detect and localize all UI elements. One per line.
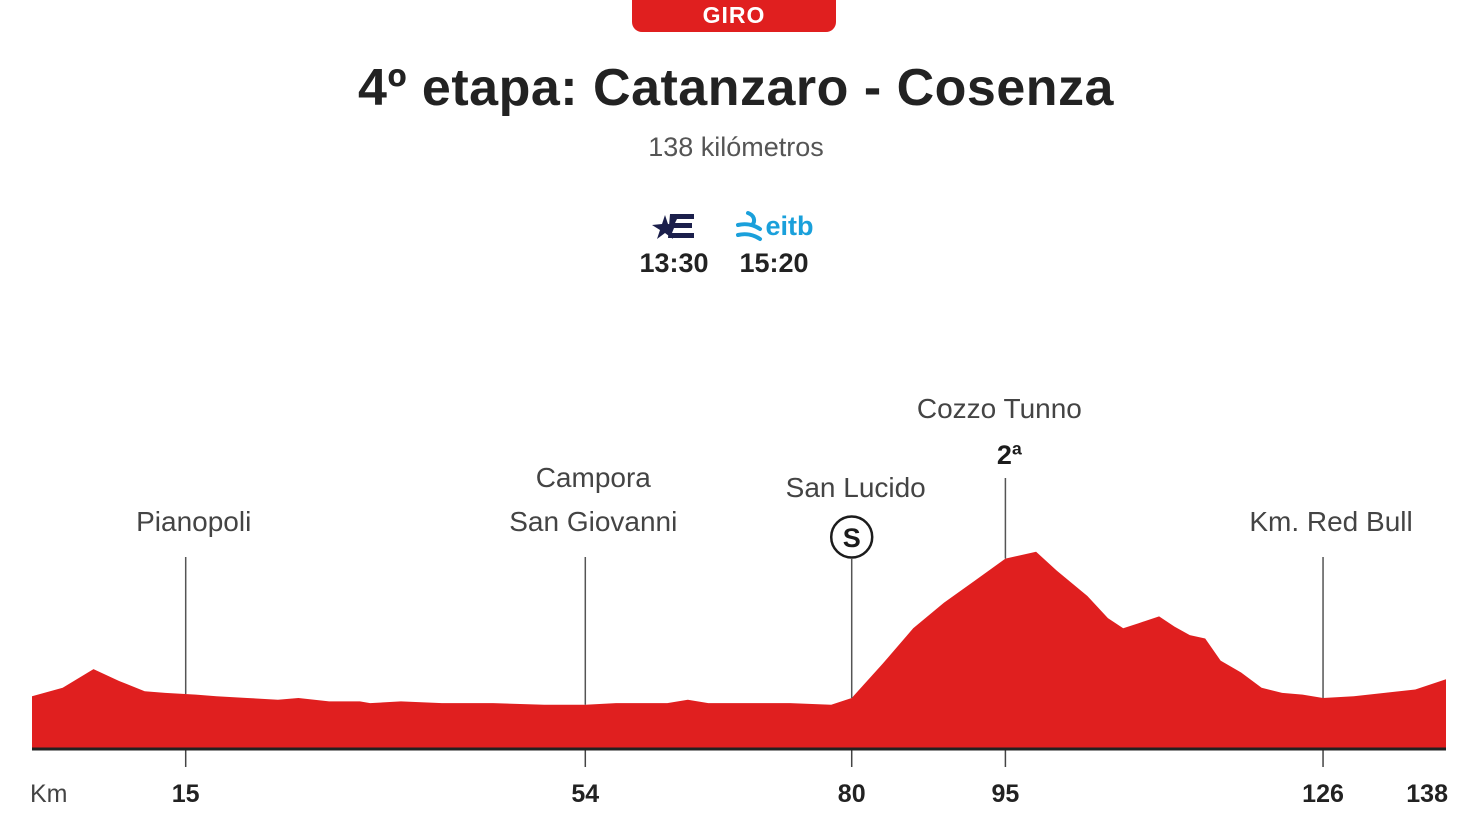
point-label: San Giovanni [509, 506, 677, 537]
profile-point: 2ª Cozzo Tunno [917, 393, 1082, 559]
stage-distance: 138 kilómetros [648, 132, 824, 162]
tick-label: 15 [172, 780, 200, 808]
tick-label: 54 [571, 780, 599, 808]
tick-label: 80 [838, 780, 866, 808]
profile-point: S San Lucido [786, 472, 926, 698]
elevation-area [32, 551, 1446, 751]
tick-label: 95 [991, 780, 1019, 808]
elevation-profile [32, 551, 1446, 749]
km-ticks [184, 749, 1324, 767]
profile-point: Pianopoli [136, 506, 251, 695]
race-badge: GIRO [632, 0, 836, 32]
tick-label: 138 [1406, 780, 1448, 808]
race-badge-label: GIRO [702, 1, 766, 28]
point-label: Cozzo Tunno [917, 393, 1082, 424]
profile-point: Campora San Giovanni [509, 462, 677, 705]
eurosport-e-icon [619, 206, 729, 246]
point-label: Campora [536, 462, 652, 493]
page-title: 4º etapa: Catanzaro - Cosenza [358, 59, 1114, 117]
broadcast-time: 13:30 [639, 248, 709, 278]
km-axis: Km 15 54 80 95 126 138 [30, 780, 1448, 808]
sprint-marker-icon [829, 515, 874, 559]
profile-point: Km. Red Bull [1249, 506, 1413, 698]
point-label: Pianopoli [136, 506, 251, 537]
broadcast-eitb: eitb 15:20 [719, 206, 829, 279]
broadcast-time: 15:20 [739, 248, 809, 278]
point-label: Km. Red Bull [1249, 506, 1412, 537]
tick-label: 126 [1302, 780, 1344, 808]
point-label: San Lucido [786, 472, 926, 503]
broadcast-info: 13:30 eitb 15:20 [0, 206, 1472, 296]
eitb-logo-text: eitb [765, 210, 814, 241]
climb-category: 2ª [997, 440, 1022, 470]
sprint-marker-label: S [843, 523, 861, 553]
x-axis-label: Km [30, 780, 68, 808]
eitb-swoosh-icon [736, 211, 763, 241]
broadcast-eurosport: 13:30 [619, 206, 729, 279]
eitb-logo: eitb [719, 206, 829, 246]
